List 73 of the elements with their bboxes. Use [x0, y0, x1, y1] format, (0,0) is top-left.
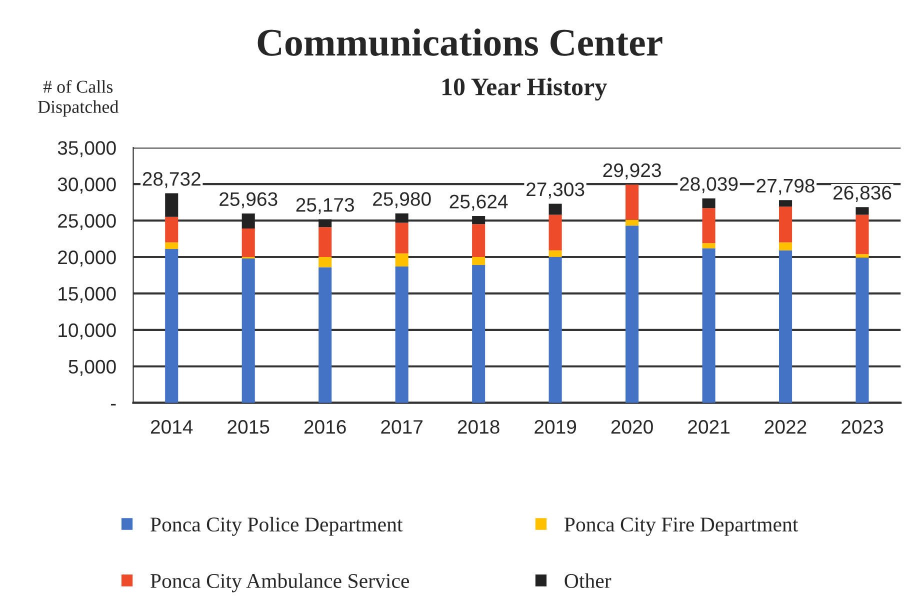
bar	[548, 214, 562, 250]
bar	[856, 258, 869, 403]
bar	[778, 200, 792, 207]
chart-subtitle: 10 Year History	[442, 78, 607, 101]
bar	[626, 226, 639, 403]
bar	[395, 253, 408, 266]
bar	[242, 258, 255, 403]
total-label: 27,303	[526, 182, 584, 199]
bar	[856, 207, 869, 215]
y-tick-label: 25,000	[58, 214, 116, 230]
legend-label: Ponca City Fire Department	[564, 518, 798, 536]
legend-label: Ponca City Ambulance Service	[150, 573, 409, 592]
bar	[626, 184, 639, 220]
bar	[242, 214, 255, 229]
bar	[165, 216, 178, 242]
bar	[778, 242, 792, 250]
bar	[548, 250, 562, 257]
bar	[318, 227, 332, 257]
bar	[548, 204, 562, 215]
bar	[778, 206, 792, 242]
y-tick-label: 30,000	[58, 178, 116, 194]
bar	[702, 243, 716, 248]
total-label: 29,923	[603, 163, 661, 180]
x-tick-label: 2021	[688, 420, 730, 434]
y-tick-label: 5,000	[68, 360, 116, 376]
x-tick-label: 2016	[304, 420, 346, 434]
x-tick-label: 2017	[381, 420, 422, 434]
bar	[472, 256, 486, 266]
chart-title: Communications Center	[258, 28, 662, 56]
bar	[548, 256, 562, 403]
total-label: 25,173	[296, 198, 354, 214]
legend-label: Ponca City Police Department	[150, 516, 403, 536]
y-tick-label: 35,000	[58, 141, 116, 158]
total-label: 27,798	[756, 178, 814, 195]
total-label: 25,963	[220, 192, 278, 208]
bar	[395, 266, 408, 403]
total-label: 26,836	[833, 186, 892, 202]
y-tick-label: 15,000	[58, 286, 116, 303]
bar	[318, 267, 332, 403]
bar	[472, 224, 486, 257]
x-tick-label: 2014	[150, 420, 193, 434]
y-axis-title: # of Calls Dispatched	[38, 80, 119, 117]
y-tick-label: 10,000	[58, 323, 116, 340]
x-tick-label: 2020	[611, 420, 653, 434]
x-tick-label: 2023	[842, 420, 884, 434]
bar	[165, 242, 178, 249]
x-tick-label: 2018	[458, 420, 500, 434]
bar	[626, 220, 639, 226]
bar	[856, 214, 869, 254]
total-label: 28,039	[680, 177, 738, 194]
bar	[856, 254, 869, 258]
legend-label: Other	[564, 573, 612, 588]
bar	[242, 228, 255, 257]
y-tick-label: 20,000	[58, 250, 116, 267]
bar	[318, 256, 332, 268]
bar	[702, 248, 716, 403]
total-label: 25,624	[450, 194, 508, 211]
bar	[165, 193, 178, 217]
bar	[778, 250, 792, 403]
x-tick-label: 2015	[228, 420, 270, 434]
bar	[165, 248, 178, 403]
bar	[702, 198, 716, 208]
x-tick-label: 2019	[534, 420, 576, 434]
bar	[318, 219, 332, 228]
x-tick-label: 2022	[764, 420, 806, 434]
bar	[472, 265, 486, 403]
bar	[395, 222, 408, 254]
bar	[472, 216, 486, 224]
total-label: 25,980	[373, 192, 431, 208]
bar	[702, 208, 716, 244]
total-label: 28,732	[142, 172, 200, 188]
y-tick-label: -	[110, 404, 116, 406]
bar	[395, 213, 408, 223]
